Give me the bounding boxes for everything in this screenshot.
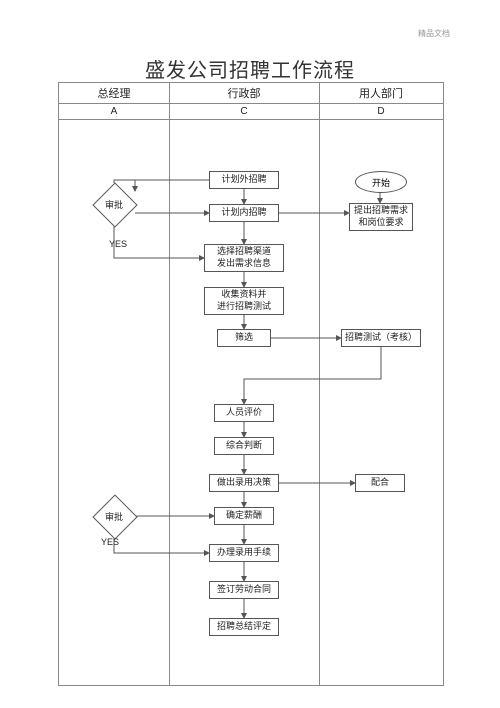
node-contract: 签订劳动合同 <box>209 581 279 599</box>
node-judge: 综合判断 <box>214 437 274 455</box>
node-procedure: 办理录用手续 <box>209 544 279 562</box>
header-row-1: 总经理 行政部 用人部门 <box>59 83 443 104</box>
node-start: 开始 <box>355 171 407 193</box>
label-yes2: YES <box>101 537 119 547</box>
node-approve1-label: 审批 <box>94 197 134 211</box>
node-approve2-label: 审批 <box>94 509 134 523</box>
col-header-c: 行政部 <box>169 83 319 103</box>
node-channel: 选择招聘渠道 发出需求信息 <box>204 244 284 272</box>
node-evaluate: 人员评价 <box>214 404 274 422</box>
node-demand: 提出招聘需求 和岗位要求 <box>349 203 413 231</box>
flowchart-frame: 总经理 行政部 用人部门 A C D 审批 YES 计划外招聘计划内招聘选择招聘渠道… <box>58 82 444 686</box>
node-plan_int: 计划内招聘 <box>209 204 279 222</box>
col-sub-c: C <box>169 103 319 119</box>
col-header-d: 用人部门 <box>319 83 443 103</box>
node-test: 招聘测试（考核） <box>341 329 421 347</box>
watermark: 精品文档 <box>418 28 450 39</box>
page-title: 盛发公司招聘工作流程 <box>0 54 500 83</box>
col-divider-2 <box>319 83 320 685</box>
node-summary: 招聘总结评定 <box>209 618 279 636</box>
col-header-a: 总经理 <box>59 83 169 103</box>
node-salary: 确定薪酬 <box>214 507 274 525</box>
col-sub-a: A <box>59 103 169 119</box>
col-divider-1 <box>169 83 170 685</box>
node-coop: 配合 <box>355 474 405 492</box>
node-decision: 做出录用决策 <box>209 474 279 492</box>
col-sub-d: D <box>319 103 443 119</box>
node-filter: 筛选 <box>217 329 271 347</box>
label-yes1: YES <box>109 239 127 249</box>
header-row-2: A C D <box>59 103 443 120</box>
node-plan_ext: 计划外招聘 <box>209 171 279 189</box>
node-collect: 收集资料并 进行招聘测试 <box>204 287 284 315</box>
